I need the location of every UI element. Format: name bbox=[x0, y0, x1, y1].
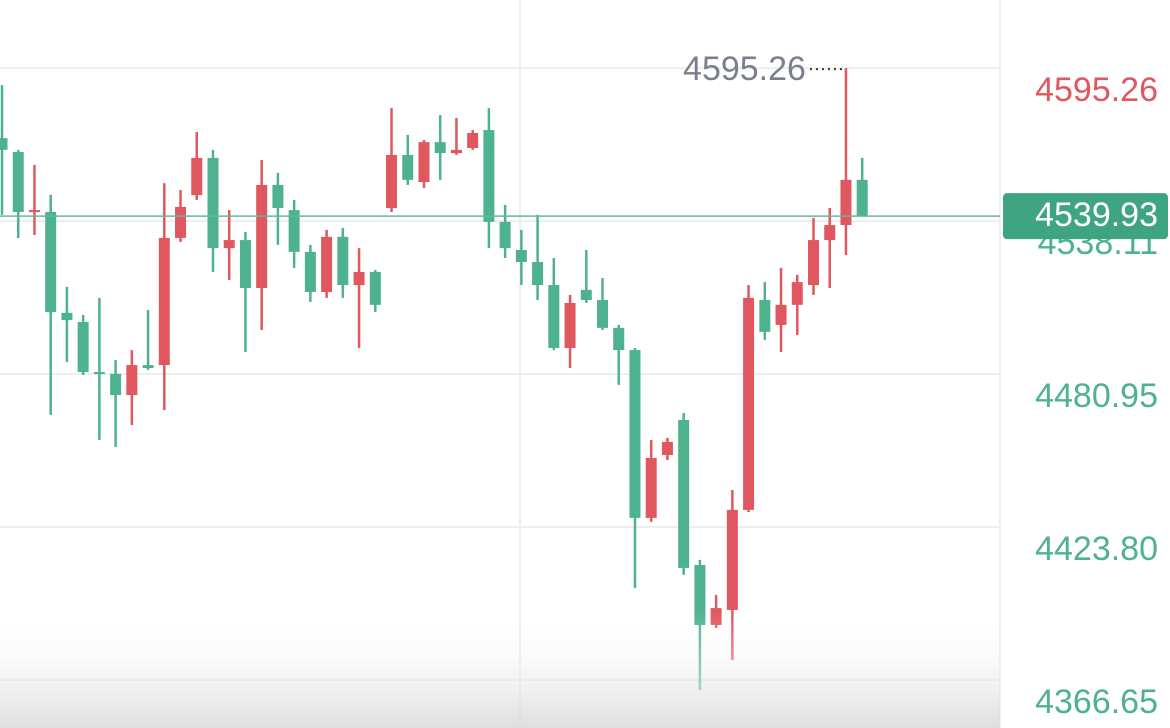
candle-body bbox=[191, 157, 203, 196]
candle-body bbox=[532, 262, 544, 286]
bottom-fade bbox=[0, 610, 1000, 728]
candle-body bbox=[597, 300, 609, 328]
candle-body bbox=[515, 249, 527, 263]
candle-body bbox=[207, 157, 219, 249]
candle-body bbox=[678, 419, 690, 568]
candle-body bbox=[126, 365, 138, 396]
candle-body bbox=[288, 210, 300, 252]
candle-body bbox=[580, 289, 592, 301]
candle-body bbox=[613, 327, 625, 351]
overlay: 4595.264538.114480.954423.804366.654595.… bbox=[0, 50, 1168, 721]
candle-body bbox=[759, 300, 771, 332]
candle-body bbox=[856, 179, 868, 217]
candle-body bbox=[467, 133, 479, 149]
last-price-tag bbox=[1003, 193, 1168, 240]
candle-body bbox=[418, 142, 430, 182]
candle-body bbox=[499, 221, 511, 249]
candle-body bbox=[726, 509, 738, 610]
candle-body bbox=[28, 210, 40, 213]
candle-body bbox=[158, 237, 170, 366]
candle-body bbox=[434, 142, 446, 154]
last-price-label: 4539.93 bbox=[1035, 196, 1158, 234]
candle-body bbox=[661, 441, 673, 455]
candle-body bbox=[61, 312, 73, 321]
candle-body bbox=[0, 138, 8, 150]
candle-body bbox=[840, 179, 852, 226]
y-tick-label: 4423.80 bbox=[1035, 530, 1158, 568]
y-tick-label: 4480.95 bbox=[1035, 377, 1158, 415]
candle-body bbox=[791, 282, 803, 305]
candle-body bbox=[337, 236, 349, 286]
candle-body bbox=[645, 457, 657, 518]
candle-body bbox=[142, 365, 154, 369]
candle-body bbox=[564, 302, 576, 348]
candle-body bbox=[12, 152, 24, 212]
candle-body bbox=[775, 304, 787, 325]
candle-body bbox=[256, 184, 268, 288]
max-label: 4595.26 bbox=[683, 50, 806, 88]
candle-body bbox=[548, 285, 560, 348]
candle-body bbox=[110, 373, 122, 396]
candle-body bbox=[743, 297, 755, 510]
candle-body bbox=[824, 225, 836, 241]
candle-body bbox=[369, 271, 381, 305]
candle-body bbox=[402, 154, 414, 180]
candle-body bbox=[304, 251, 316, 293]
candle-body bbox=[239, 240, 251, 288]
candle-body bbox=[77, 321, 89, 373]
candle-body bbox=[353, 271, 365, 286]
y-tick-label: 4366.65 bbox=[1035, 683, 1158, 721]
y-tick-label: 4595.26 bbox=[1035, 71, 1158, 109]
candle-body bbox=[629, 350, 641, 518]
candle-body bbox=[93, 372, 105, 375]
candle-body bbox=[483, 130, 495, 222]
candle-body bbox=[386, 154, 398, 208]
candle-body bbox=[272, 184, 284, 208]
candle-body bbox=[45, 211, 57, 313]
candle-body bbox=[175, 206, 187, 238]
candle-body bbox=[321, 236, 333, 293]
candle-body bbox=[450, 149, 462, 154]
candle-body bbox=[808, 240, 819, 286]
plot-area bbox=[0, 68, 868, 690]
candle-body bbox=[223, 240, 235, 249]
candle-body bbox=[694, 565, 706, 625]
